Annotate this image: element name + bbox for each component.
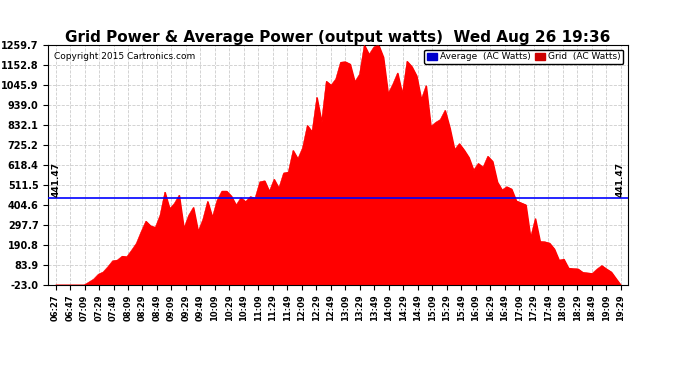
Title: Grid Power & Average Power (output watts)  Wed Aug 26 19:36: Grid Power & Average Power (output watts… bbox=[66, 30, 611, 45]
Text: 441.47: 441.47 bbox=[616, 162, 625, 196]
Text: 441.47: 441.47 bbox=[51, 162, 60, 196]
Text: Copyright 2015 Cartronics.com: Copyright 2015 Cartronics.com bbox=[54, 52, 195, 61]
Legend: Average  (AC Watts), Grid  (AC Watts): Average (AC Watts), Grid (AC Watts) bbox=[424, 50, 623, 64]
